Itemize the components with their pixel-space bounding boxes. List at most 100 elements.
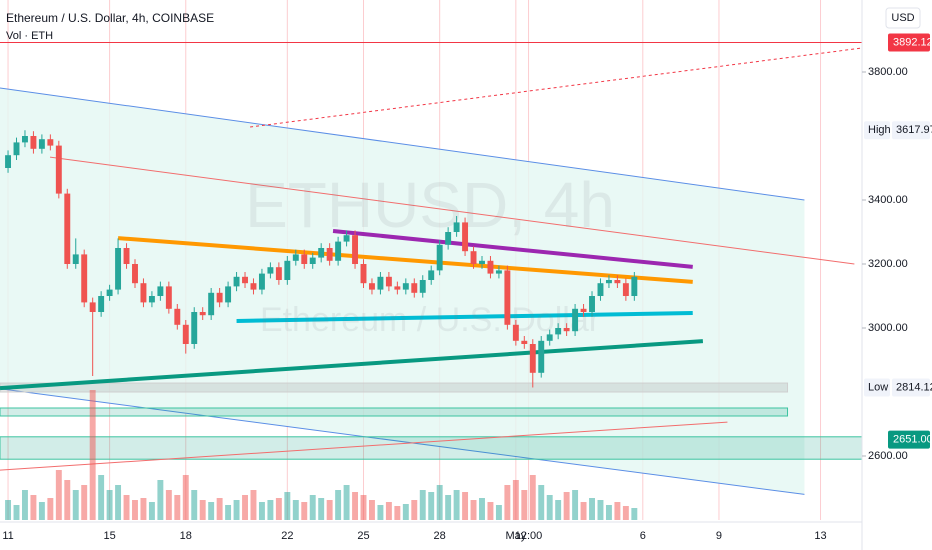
volume-bar bbox=[115, 485, 122, 520]
volume-bar bbox=[199, 500, 206, 520]
channel-line bbox=[0, 87, 805, 201]
volume-bar bbox=[335, 490, 342, 520]
volume-bar bbox=[580, 502, 587, 520]
candle-body bbox=[165, 286, 172, 309]
volume-bar bbox=[445, 495, 452, 520]
volume-bar bbox=[81, 485, 88, 520]
candle-body bbox=[250, 283, 257, 290]
volume-bar bbox=[250, 490, 257, 520]
price-tag bbox=[888, 430, 930, 449]
volume-bar bbox=[436, 485, 443, 520]
candle-body bbox=[233, 276, 240, 287]
candle-body bbox=[377, 276, 384, 290]
price-tag bbox=[892, 121, 930, 140]
volume-bar bbox=[385, 502, 392, 520]
trend-line bbox=[250, 47, 863, 128]
x-tick-label: May bbox=[505, 530, 526, 542]
candle-body bbox=[597, 283, 604, 296]
x-tick-label: 9 bbox=[716, 530, 722, 542]
candle-body bbox=[453, 222, 460, 232]
volume-bar bbox=[284, 492, 291, 520]
trend-line bbox=[49, 156, 855, 265]
currency[interactable]: USD bbox=[891, 12, 914, 24]
candle-body bbox=[572, 308, 579, 332]
price-tag-label: 2651.00 bbox=[893, 434, 932, 446]
candle-body bbox=[605, 280, 612, 284]
volume-bar bbox=[419, 490, 426, 520]
volume-bar bbox=[572, 490, 579, 520]
candle-body bbox=[343, 235, 350, 242]
volume-bar bbox=[208, 502, 215, 520]
candle-body bbox=[335, 241, 342, 261]
price-tag-label: 3617.97 bbox=[896, 124, 932, 136]
candle-body bbox=[55, 145, 62, 194]
candle-body bbox=[89, 302, 96, 312]
candle-body bbox=[64, 193, 71, 264]
volume-bar bbox=[326, 500, 333, 520]
y-tick-label: 3000.00 bbox=[868, 322, 908, 334]
volume-bar bbox=[377, 505, 384, 520]
candle-body bbox=[309, 257, 316, 264]
candles bbox=[5, 130, 638, 388]
candle-body bbox=[445, 232, 452, 245]
channel-line bbox=[0, 388, 805, 495]
volume-bar bbox=[605, 505, 612, 520]
volume-bar bbox=[275, 498, 282, 520]
volume-bar bbox=[470, 500, 477, 520]
volume-bar bbox=[318, 498, 325, 520]
candle-body bbox=[352, 235, 359, 264]
candle-body bbox=[462, 222, 469, 252]
volume-bar bbox=[631, 508, 638, 520]
candle-body bbox=[318, 248, 325, 258]
candle-body bbox=[140, 283, 147, 303]
x-tick-label: 22 bbox=[281, 530, 293, 542]
volume-bar bbox=[140, 498, 147, 520]
y-tick-label: 3400.00 bbox=[868, 194, 908, 206]
candle-body bbox=[30, 136, 37, 149]
volume-bar bbox=[504, 485, 511, 520]
candle-body bbox=[301, 254, 308, 264]
candle-body bbox=[369, 283, 375, 290]
volume-bar bbox=[309, 495, 316, 520]
candle-body bbox=[182, 324, 189, 344]
volume-bar bbox=[55, 470, 62, 520]
x-tick-label: 13 bbox=[814, 530, 826, 542]
candle-body bbox=[546, 334, 553, 341]
candle-body bbox=[292, 254, 299, 261]
candle-body bbox=[487, 260, 494, 274]
candle-body bbox=[555, 328, 562, 335]
volume-bar bbox=[589, 498, 595, 520]
volume-bar bbox=[123, 495, 130, 520]
candle-body bbox=[512, 324, 519, 341]
candle-body bbox=[174, 308, 181, 325]
volume-bar bbox=[165, 490, 172, 520]
trend-line bbox=[117, 236, 693, 284]
x-tick-label: 15 bbox=[103, 530, 115, 542]
currency-button[interactable] bbox=[885, 7, 921, 29]
candle-body bbox=[191, 312, 198, 344]
candle-body bbox=[38, 139, 45, 149]
candle-body bbox=[106, 289, 113, 296]
volume-bar bbox=[13, 505, 20, 520]
watermark: ETHUSD, 4h bbox=[245, 169, 615, 241]
volume-bar bbox=[512, 480, 519, 520]
volume-bar bbox=[555, 500, 562, 520]
trend-line bbox=[332, 229, 693, 269]
volume-bar bbox=[191, 490, 198, 520]
volume-bar bbox=[242, 495, 248, 520]
candle-body bbox=[470, 251, 477, 264]
candle-body bbox=[123, 248, 130, 264]
candle-body bbox=[529, 344, 536, 373]
y-tick-label: 3200.00 bbox=[868, 258, 908, 270]
price-tag-label: 3892.12 bbox=[893, 36, 932, 48]
candle-body bbox=[72, 254, 79, 264]
candle-body bbox=[267, 267, 274, 274]
trend-line bbox=[0, 339, 704, 391]
volume-bar bbox=[369, 500, 375, 520]
candle-body bbox=[436, 244, 443, 271]
candle-body bbox=[504, 270, 511, 325]
volume-bar bbox=[258, 502, 265, 520]
candle-body bbox=[284, 260, 291, 280]
